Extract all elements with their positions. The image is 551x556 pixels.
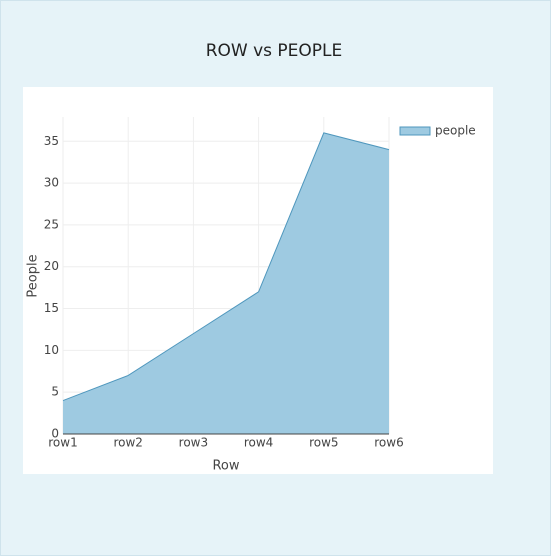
- x-tick-label: row4: [244, 436, 273, 450]
- y-tick-label: 15: [44, 301, 59, 315]
- area-line: [62, 132, 390, 402]
- y-tick-label: 20: [44, 259, 59, 273]
- x-tick-label: row5: [309, 436, 338, 450]
- y-tick-label: 30: [44, 176, 59, 190]
- x-tick-label: row3: [179, 436, 208, 450]
- legend-label: people: [435, 124, 476, 138]
- area: [63, 132, 389, 434]
- x-axis-label: Row: [212, 459, 239, 474]
- y-tick-label: 0: [51, 427, 59, 441]
- y-tick-label: 35: [44, 134, 59, 148]
- y-tick-label: 10: [44, 343, 59, 357]
- x-tick-label: row6: [374, 436, 403, 450]
- chart-title: ROW vs PEOPLE: [206, 41, 343, 61]
- y-tick-label: 5: [51, 385, 59, 399]
- y-axis-label: People: [26, 254, 41, 297]
- y-tick-label: 25: [44, 217, 59, 231]
- x-tick-label: row1: [48, 436, 77, 450]
- x-tick-label: row2: [113, 436, 142, 450]
- legend-swatch: [399, 126, 431, 136]
